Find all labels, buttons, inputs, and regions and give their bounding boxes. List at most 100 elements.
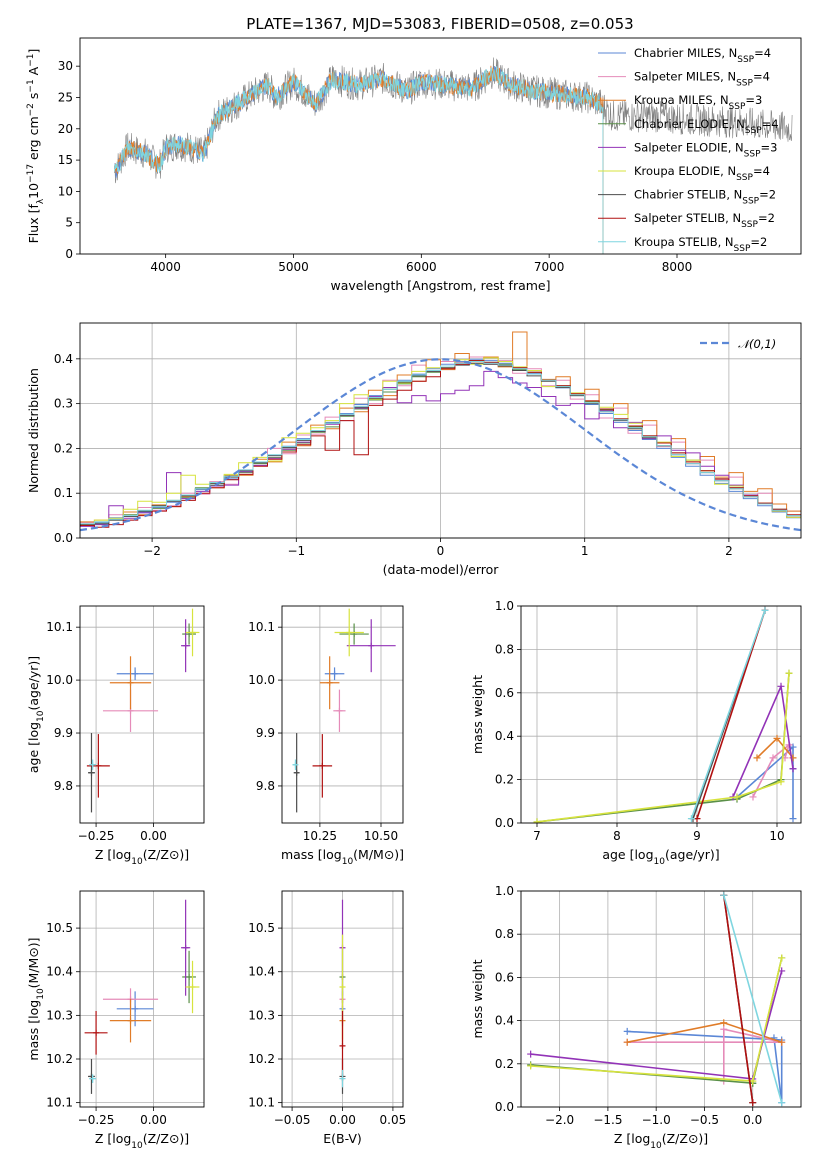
weight-line-kroupa-stelib (723, 895, 783, 1103)
point-kroupa-stelib (339, 1069, 346, 1088)
legend-label-chabrier-stelib-n-ssp-2: Chabrier STELIB, NSSP=2 (634, 188, 776, 207)
x-tick-label: 0.00 (329, 1113, 356, 1127)
x-tick-label: 10.50 (364, 829, 398, 843)
x-tick-label: −0.05 (274, 1113, 311, 1127)
plus-marker (331, 670, 338, 677)
axes-frame (281, 890, 404, 1108)
x-tick-label: −1.0 (642, 1113, 671, 1127)
weight-line-chabrier-miles (627, 1030, 783, 1103)
plus-marker (189, 984, 196, 990)
x-axis-label: E(B-V) (323, 1131, 362, 1146)
y-tick-label: 0.0 (495, 1100, 514, 1114)
point-kroupa-stelib (292, 759, 299, 771)
weight-marker (769, 754, 777, 762)
axes-frame (520, 890, 802, 1108)
point-chabrier-elodie (182, 950, 196, 1004)
x-tick-label: 0.05 (380, 1113, 407, 1127)
plus-marker (292, 761, 299, 768)
point-salpeter-elodie (181, 619, 191, 673)
x-tick-label: 4000 (150, 260, 181, 274)
weight-line-salpeter-miles (627, 1028, 782, 1082)
x-tick-label: 8 (613, 829, 621, 843)
y-tick-label: 25 (58, 90, 73, 104)
ticks: −0.25 0.00 10.1 10.2 10.3 10.4 10.5 (46, 921, 167, 1127)
axes-frame (79, 322, 802, 539)
weight-marker (527, 1062, 535, 1070)
weight-marker (733, 793, 741, 801)
ticks: −0.05 0.00 0.05 10.1 10.2 10.3 10.4 10.5 (248, 921, 406, 1127)
ticks: −2.0 −1.5 −1.0 −0.5 0.0 0.0 0.2 0.4 0.6 0.8 1.0 (495, 884, 762, 1127)
y-tick-label: 0.2 (495, 773, 514, 787)
y-tick-label: 10.5 (248, 921, 275, 935)
weight-marker (789, 765, 797, 773)
panel-spectrum: 4000 5000 6000 7000 8000 0 5 10 15 20 25 30 waveleng… (26, 37, 802, 293)
weight-marker (778, 1099, 786, 1107)
y-tick-label: 10.1 (248, 620, 275, 634)
y-tick-label: 0.4 (495, 1014, 514, 1028)
point-chabrier-miles (324, 667, 345, 681)
y-tick-label: 10.5 (46, 921, 73, 935)
weight-marker (749, 793, 757, 801)
plus-marker (89, 761, 96, 768)
y-tick-label: 30 (58, 59, 73, 73)
x-axis-label: age [log10(age/yr)] (602, 847, 719, 867)
weight-marker (761, 606, 769, 614)
plus-marker (127, 679, 134, 686)
weight-marker (773, 734, 781, 742)
point-salpeter-miles (333, 689, 346, 732)
histogram-salpeter-elodie (80, 370, 801, 527)
weight-line-kroupa-elodie (530, 957, 783, 1082)
axes-frame (281, 605, 404, 824)
weight-marker (778, 954, 786, 962)
y-tick-label: 0.8 (495, 927, 514, 941)
axes-frame (79, 605, 205, 824)
plus-marker (182, 642, 189, 649)
x-tick-label: 10.25 (303, 829, 337, 843)
y-tick-label: 15 (58, 153, 73, 167)
y-tick-label: 9.8 (256, 779, 275, 793)
x-tick-label: −2 (143, 544, 161, 558)
x-tick-label: 8000 (662, 260, 693, 274)
x-tick-label: −0.25 (78, 1113, 115, 1127)
plus-marker (127, 1017, 134, 1024)
plot-area (84, 899, 200, 1094)
axes-frame (79, 890, 205, 1108)
x-axis-label: Z [log10(Z/Z⊙)] (95, 1131, 189, 1151)
weight-marker (720, 1019, 728, 1027)
y-axis-label: age [log10(age/yr)] (26, 656, 46, 773)
y-tick-label: 10.3 (248, 1008, 275, 1022)
plot-area (339, 899, 346, 1094)
weight-marker (687, 815, 695, 823)
point-kroupa-stelib (89, 759, 97, 771)
weight-marker (749, 1099, 757, 1107)
legend-label-normal: 𝒩(0,1) (738, 337, 776, 351)
panel-weight-vs-z: −2.0 −1.5 −1.0 −0.5 0.0 0.0 0.2 0.4 0.6 0.8 1.0 Z [… (470, 884, 802, 1151)
y-tick-label: 0.4 (495, 729, 514, 743)
point-kroupa-miles (319, 656, 340, 710)
y-tick-label: 0 (65, 247, 73, 261)
y-tick-label: 0.2 (54, 441, 73, 455)
weight-marker (623, 1038, 631, 1046)
x-tick-label: 0.00 (140, 1113, 167, 1127)
plus-marker (89, 1075, 96, 1082)
y-tick-label: 10.3 (46, 1008, 73, 1022)
ticks: −0.25 0.00 9.8 9.9 10.0 10.1 (46, 620, 167, 843)
x-tick-label: 0.0 (743, 1113, 762, 1127)
point-salpeter-elodie (346, 619, 396, 673)
y-tick-label: 1.0 (495, 884, 514, 898)
point-chabrier-stelib (88, 1059, 95, 1094)
y-tick-label: 0.8 (495, 642, 514, 656)
normal-curve (80, 358, 801, 532)
y-tick-label: 0.6 (495, 970, 514, 984)
plus-marker (326, 679, 333, 686)
y-tick-label: 0.4 (54, 352, 73, 366)
plus-marker (95, 762, 102, 769)
y-tick-label: 10.1 (46, 1096, 73, 1110)
axes-frame (79, 37, 802, 255)
point-chabrier-elodie (182, 623, 196, 645)
y-tick-label: 9.9 (256, 726, 275, 740)
x-tick-label: −2.0 (545, 1113, 574, 1127)
legend-label-chabrier-elodie-n-ssp-4: Chabrier ELODIE, NSSP=4 (634, 117, 779, 136)
x-tick-label: 0 (437, 544, 445, 558)
y-tick-label: 10.2 (46, 1052, 73, 1066)
